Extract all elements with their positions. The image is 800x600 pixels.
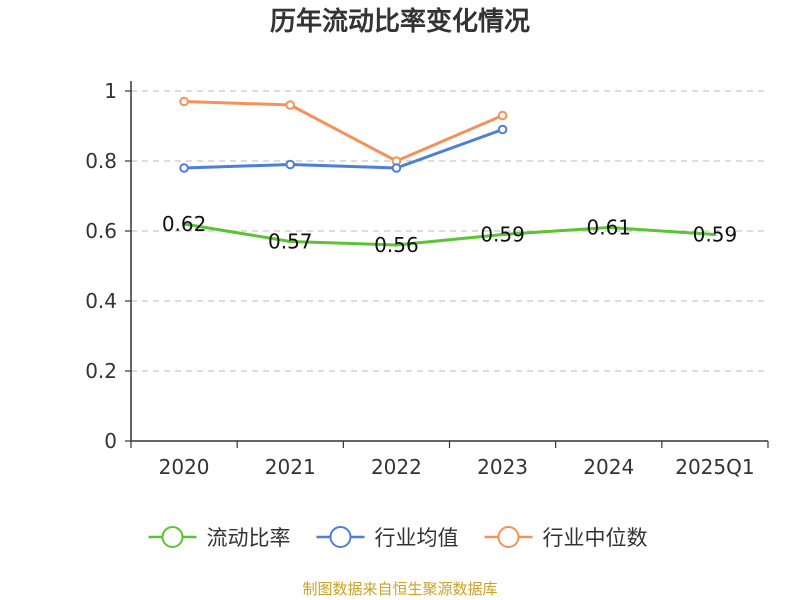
- x-tick-label-2: 2022: [371, 455, 422, 479]
- series-2-point-1: [285, 100, 296, 110]
- data-label-2: 0.56: [374, 233, 419, 257]
- x-tick-label-5: 2025Q1: [675, 455, 754, 479]
- y-tick-label-3: 0.6: [85, 219, 117, 243]
- legend-marker-2: [497, 526, 520, 548]
- axes: 0 0.2 0.4 0.6 0.8 1 2020 2021 2022 2023 2024 2025Q1: [85, 79, 769, 479]
- series-2-point-0: [179, 96, 189, 107]
- y-tick-label-5: 1: [104, 79, 117, 103]
- series-layer: [179, 96, 717, 247]
- source-note: 制图数据来自恒生聚源数据库: [302, 580, 498, 598]
- legend-label-1: 行业均值: [375, 526, 459, 550]
- series-1-point-0: [179, 163, 189, 173]
- y-tick-label-2: 0.4: [85, 289, 117, 313]
- x-tick-label-1: 2021: [265, 455, 316, 479]
- y-tick-label-4: 0.8: [85, 149, 117, 173]
- x-tick-label-3: 2023: [477, 455, 528, 479]
- series-line-2: [182, 100, 505, 163]
- data-label-3: 0.59: [480, 223, 525, 247]
- y-tick-label-0: 0: [104, 429, 117, 453]
- series-line-1: [182, 128, 505, 170]
- series-1-point-2: [391, 163, 402, 173]
- series-2-point-3: [497, 110, 508, 121]
- legend: 流动比率 行业均值 行业中位数: [148, 526, 648, 550]
- series-1-point-3: [497, 124, 508, 135]
- legend-label-0: 流动比率: [207, 526, 291, 550]
- data-label-0: 0.62: [162, 212, 207, 236]
- x-tick-label-4: 2024: [583, 455, 634, 479]
- chart-title: 历年流动比率变化情况: [269, 7, 530, 37]
- data-labels: 0.62 0.57 0.56 0.59 0.61 0.59: [162, 212, 737, 257]
- data-label-1: 0.57: [268, 230, 313, 254]
- legend-marker-1: [329, 526, 352, 548]
- data-label-4: 0.61: [586, 216, 631, 240]
- data-label-5: 0.59: [693, 223, 738, 247]
- series-line-0: [182, 222, 717, 247]
- legend-label-2: 行业中位数: [543, 526, 648, 550]
- y-tick-label-1: 0.2: [85, 359, 117, 383]
- x-tick-label-0: 2020: [159, 455, 210, 479]
- legend-marker-0: [161, 526, 184, 548]
- series-1-point-1: [285, 159, 296, 170]
